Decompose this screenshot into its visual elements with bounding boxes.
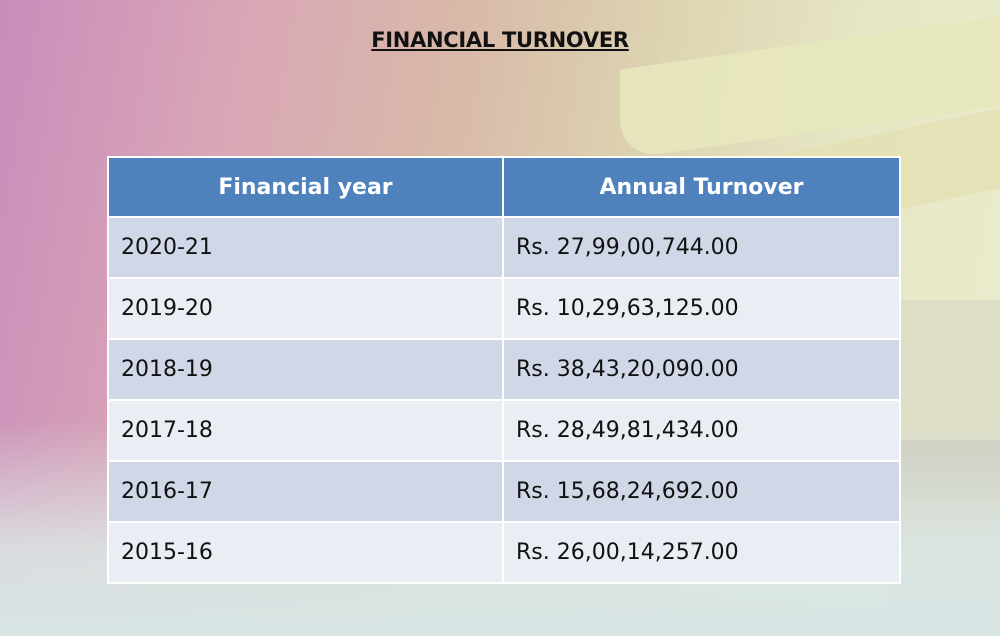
annual-turnover-cell: Rs. 26,00,14,257.00	[502, 521, 901, 584]
financial-year-cell: 2019-20	[107, 277, 504, 340]
annual-turnover-cell: Rs. 27,99,00,744.00	[502, 216, 901, 279]
financial-year-cell: 2015-16	[107, 521, 504, 584]
financial-year-cell: 2016-17	[107, 460, 504, 523]
table-row: 2016-17 Rs. 15,68,24,692.00	[107, 460, 901, 523]
financial-year-cell: 2020-21	[107, 216, 504, 279]
annual-turnover-cell: Rs. 28,49,81,434.00	[502, 399, 901, 462]
page-title: FINANCIAL TURNOVER	[371, 28, 629, 52]
annual-turnover-cell: Rs. 10,29,63,125.00	[502, 277, 901, 340]
table-row: 2017-18 Rs. 28,49,81,434.00	[107, 399, 901, 462]
column-header-financial-year: Financial year	[107, 156, 504, 218]
column-header-annual-turnover: Annual Turnover	[502, 156, 901, 218]
table-header-row: Financial year Annual Turnover	[107, 156, 901, 218]
annual-turnover-cell: Rs. 15,68,24,692.00	[502, 460, 901, 523]
financial-year-cell: 2017-18	[107, 399, 504, 462]
table-row: 2020-21 Rs. 27,99,00,744.00	[107, 216, 901, 279]
background-wall-shape	[890, 440, 1000, 636]
turnover-table: Financial year Annual Turnover 2020-21 R…	[107, 156, 901, 584]
annual-turnover-cell: Rs. 38,43,20,090.00	[502, 338, 901, 401]
table-row: 2019-20 Rs. 10,29,63,125.00	[107, 277, 901, 340]
financial-year-cell: 2018-19	[107, 338, 504, 401]
table-row: 2015-16 Rs. 26,00,14,257.00	[107, 521, 901, 584]
table-row: 2018-19 Rs. 38,43,20,090.00	[107, 338, 901, 401]
